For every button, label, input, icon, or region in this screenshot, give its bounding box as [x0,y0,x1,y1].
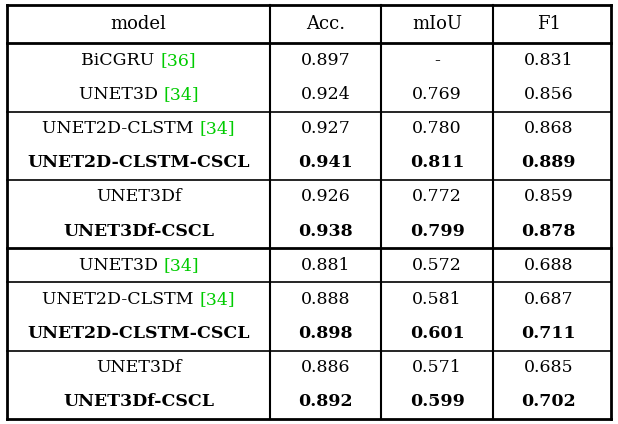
Text: 0.780: 0.780 [412,120,462,137]
Text: UNET3Df: UNET3Df [96,359,181,376]
Text: 0.572: 0.572 [412,257,462,274]
Text: 0.685: 0.685 [524,359,574,376]
Text: [34]: [34] [199,291,235,308]
Text: 0.888: 0.888 [301,291,350,308]
Text: UNET2D-CLSTM: UNET2D-CLSTM [42,120,199,137]
Text: UNET3D: UNET3D [78,257,163,274]
Text: Acc.: Acc. [306,15,345,33]
Text: -: - [434,52,440,69]
Text: 0.892: 0.892 [298,393,353,410]
Text: model: model [111,15,166,33]
Text: [34]: [34] [199,120,235,137]
Text: 0.927: 0.927 [300,120,350,137]
Text: UNET2D-CLSTM-CSCL: UNET2D-CLSTM-CSCL [27,325,250,342]
Text: 0.941: 0.941 [298,154,353,171]
Text: [34]: [34] [163,86,198,103]
Text: 0.687: 0.687 [524,291,574,308]
Text: UNET3Df-CSCL: UNET3Df-CSCL [63,223,214,240]
Text: 0.881: 0.881 [301,257,350,274]
Text: 0.711: 0.711 [522,325,576,342]
Text: mIoU: mIoU [412,15,462,33]
Text: 0.878: 0.878 [522,223,576,240]
Text: 0.859: 0.859 [524,189,574,206]
Text: 0.581: 0.581 [412,291,462,308]
Text: 0.898: 0.898 [298,325,353,342]
Text: 0.799: 0.799 [410,223,465,240]
Text: 0.938: 0.938 [298,223,353,240]
Text: 0.831: 0.831 [524,52,574,69]
Text: 0.924: 0.924 [301,86,350,103]
Text: UNET3Df-CSCL: UNET3Df-CSCL [63,393,214,410]
Text: 0.886: 0.886 [301,359,350,376]
Text: F1: F1 [537,15,561,33]
Text: UNET3Df: UNET3Df [96,189,181,206]
Text: 0.601: 0.601 [410,325,465,342]
Text: [34]: [34] [163,257,198,274]
Text: 0.868: 0.868 [524,120,574,137]
Text: 0.889: 0.889 [522,154,576,171]
Text: UNET2D-CLSTM: UNET2D-CLSTM [42,291,199,308]
Text: 0.702: 0.702 [522,393,576,410]
Text: 0.599: 0.599 [410,393,465,410]
Text: 0.772: 0.772 [412,189,462,206]
Text: [36]: [36] [160,52,196,69]
Text: UNET3D: UNET3D [78,86,163,103]
Text: 0.688: 0.688 [524,257,574,274]
Text: 0.856: 0.856 [524,86,574,103]
Text: 0.811: 0.811 [410,154,464,171]
Text: BiCGRU: BiCGRU [82,52,160,69]
Text: UNET2D-CLSTM-CSCL: UNET2D-CLSTM-CSCL [27,154,250,171]
Text: 0.769: 0.769 [412,86,462,103]
Text: 0.571: 0.571 [412,359,462,376]
Text: 0.926: 0.926 [301,189,350,206]
Text: 0.897: 0.897 [301,52,350,69]
